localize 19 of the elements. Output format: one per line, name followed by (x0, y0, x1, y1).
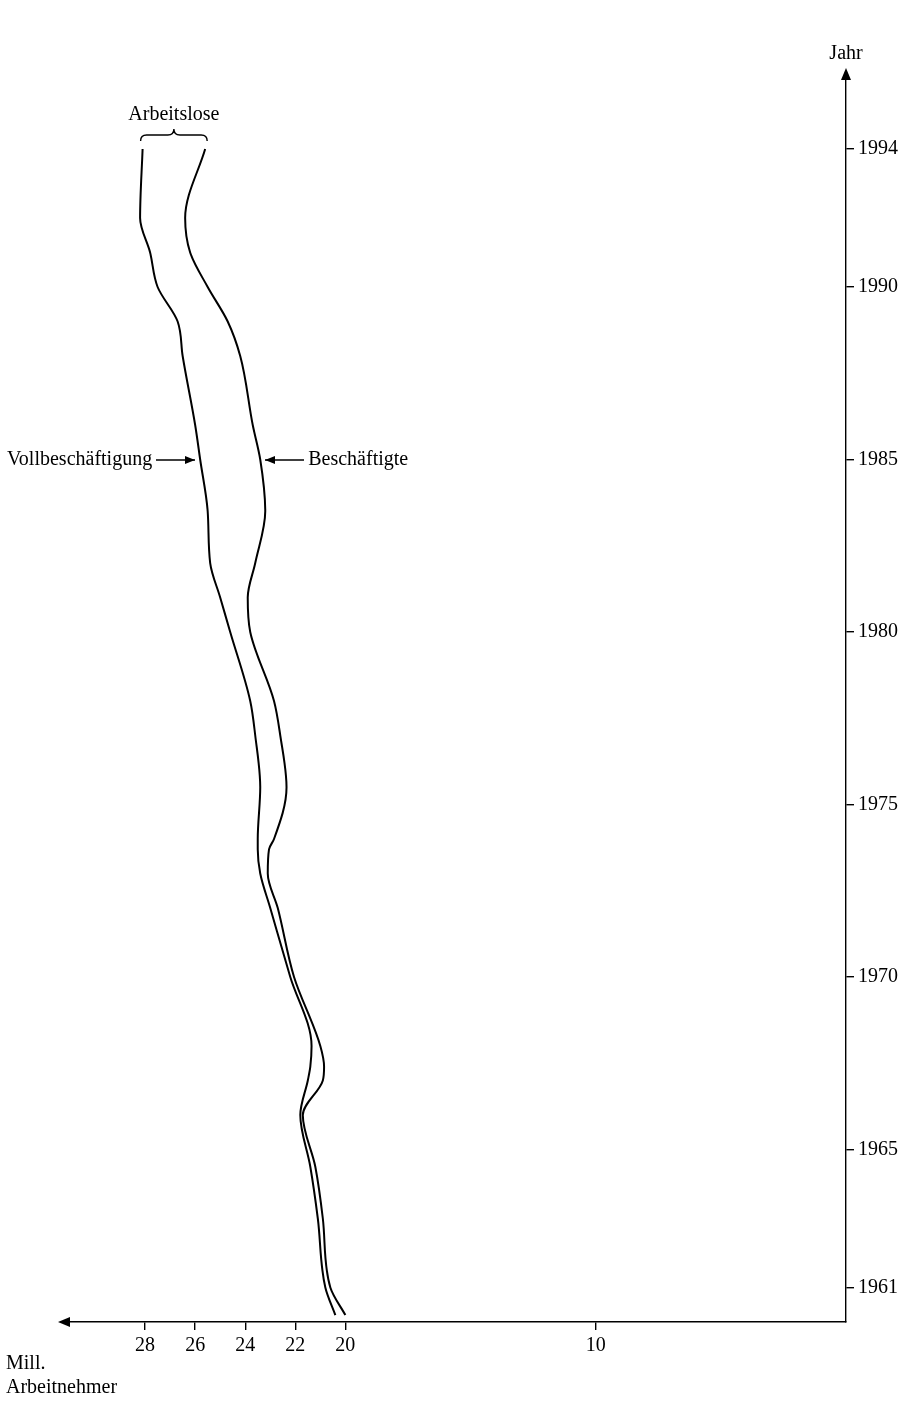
y-tick-label: 1961 (858, 1274, 898, 1297)
annotation: Arbeitslose (128, 102, 220, 125)
legend-label: Beschäftigte (308, 446, 409, 470)
y-tick-label: 1965 (858, 1136, 898, 1159)
y-tick-label: 1990 (858, 274, 898, 297)
x-tick-label: 26 (185, 1333, 206, 1356)
x-tick-label: 24 (235, 1333, 256, 1356)
x-tick-label: 22 (285, 1333, 306, 1356)
x-axis-title: Mill. Arbeitnehmer (6, 1351, 118, 1398)
x-tick-label: 28 (135, 1333, 156, 1356)
x-tick-label: 20 (335, 1333, 356, 1356)
y-tick-label: 1980 (858, 619, 898, 642)
y-tick-label: 1994 (858, 136, 898, 159)
y-tick-label: 1970 (858, 964, 898, 987)
text: Vollbeschäftigung (7, 446, 153, 470)
y-axis-title: Jahr (829, 41, 863, 64)
y-tick-label: 1985 (858, 446, 898, 469)
x-tick-label: 10 (585, 1333, 606, 1356)
y-tick-label: 1975 (858, 791, 898, 814)
